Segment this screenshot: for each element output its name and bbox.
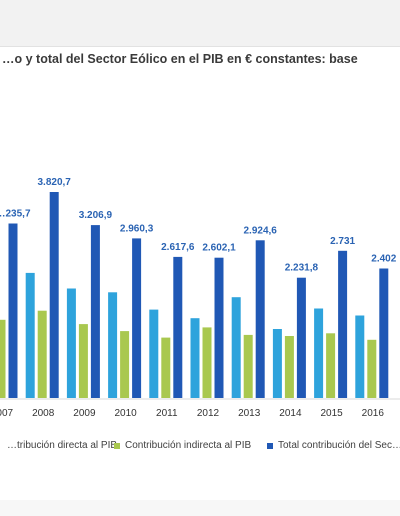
bar-direct-2013 [231, 297, 241, 398]
value-label-total-2015: 2.731 [330, 236, 355, 247]
value-label-total-2014: 2.231,8 [285, 263, 319, 274]
legend-item-direct: …tribución directa al PIB [0, 440, 117, 451]
bar-direct-2012 [190, 318, 200, 398]
bar-total-2016 [379, 268, 389, 398]
bar-total-2009 [90, 225, 100, 398]
legend-label-indirect: Contribución indirecta al PIB [125, 440, 252, 451]
legend-item-indirect: Contribución indirecta al PIB [114, 440, 251, 451]
bar-indirect-2008 [37, 310, 47, 398]
x-tick-2010: 2010 [114, 408, 137, 419]
value-label-total-2010: 2.960,3 [120, 223, 154, 234]
bar-direct-2011 [149, 309, 159, 398]
value-labels-layer: …235,7 3.820,7 3.206,9 2.960,3 2.617,6 2.602,… [0, 177, 397, 274]
legend-label-direct: …tribución directa al PIB [7, 440, 118, 451]
bar-direct-2014 [272, 329, 282, 398]
x-tick-2013: 2013 [238, 408, 261, 419]
page-footer-band [0, 500, 400, 516]
legend-item-total: Total contribución del Sec… [267, 440, 400, 451]
x-tick-2012: 2012 [197, 408, 220, 419]
bar-indirect-2011 [161, 337, 171, 398]
bar-indirect-2016 [367, 339, 377, 398]
bar-indirect-2010 [120, 331, 130, 398]
legend-swatch-total [267, 442, 273, 449]
bars-layer [0, 192, 389, 398]
bar-total-2012 [214, 257, 224, 398]
x-tick-2007: 2007 [0, 408, 14, 419]
bar-indirect-2015 [326, 333, 336, 398]
x-tick-2009: 2009 [73, 408, 96, 419]
value-label-total-2008: 3.820,7 [38, 177, 72, 188]
value-label-total-2007: …235,7 [0, 209, 31, 220]
page-header-band [0, 0, 400, 47]
bar-total-2011 [173, 256, 183, 398]
bar-indirect-2007 [0, 319, 6, 398]
bar-indirect-2012 [202, 327, 212, 398]
bar-total-2010 [132, 238, 142, 398]
bar-total-2014 [296, 277, 306, 398]
legend-swatch-indirect [114, 442, 120, 449]
bar-indirect-2014 [284, 336, 294, 398]
value-label-total-2013: 2.924,6 [244, 225, 278, 236]
bar-direct-2009 [66, 288, 76, 398]
legend: …tribución directa al PIB Contribución i… [0, 438, 400, 456]
bar-direct-2015 [314, 308, 324, 398]
chart-title: …o y total del Sector Eólico en el PIB e… [2, 52, 358, 66]
x-tick-2011: 2011 [156, 408, 178, 419]
value-label-total-2011: 2.617,6 [161, 242, 195, 253]
bar-total-2007 [8, 223, 18, 398]
bar-direct-2010 [108, 292, 118, 398]
bar-direct-2008 [25, 272, 35, 398]
x-tick-2014: 2014 [279, 408, 302, 419]
bar-total-2015 [338, 250, 348, 398]
value-label-total-2016: 2.402 [371, 254, 396, 265]
value-label-total-2012: 2.602,1 [202, 243, 236, 254]
bar-direct-2016 [355, 315, 365, 398]
value-label-total-2009: 3.206,9 [79, 210, 113, 221]
x-tick-2016: 2016 [362, 408, 385, 419]
x-tick-labels-layer: 2007 2008 2009 2010 2011 2012 2013 2014 2015 2016 [0, 408, 384, 419]
bar-indirect-2013 [243, 334, 253, 398]
legend-label-total: Total contribución del Sec… [278, 440, 400, 451]
bar-indirect-2009 [78, 324, 88, 398]
bar-total-2013 [255, 240, 265, 398]
x-tick-2015: 2015 [320, 408, 343, 419]
bar-total-2008 [49, 192, 59, 398]
x-tick-2008: 2008 [32, 408, 55, 419]
